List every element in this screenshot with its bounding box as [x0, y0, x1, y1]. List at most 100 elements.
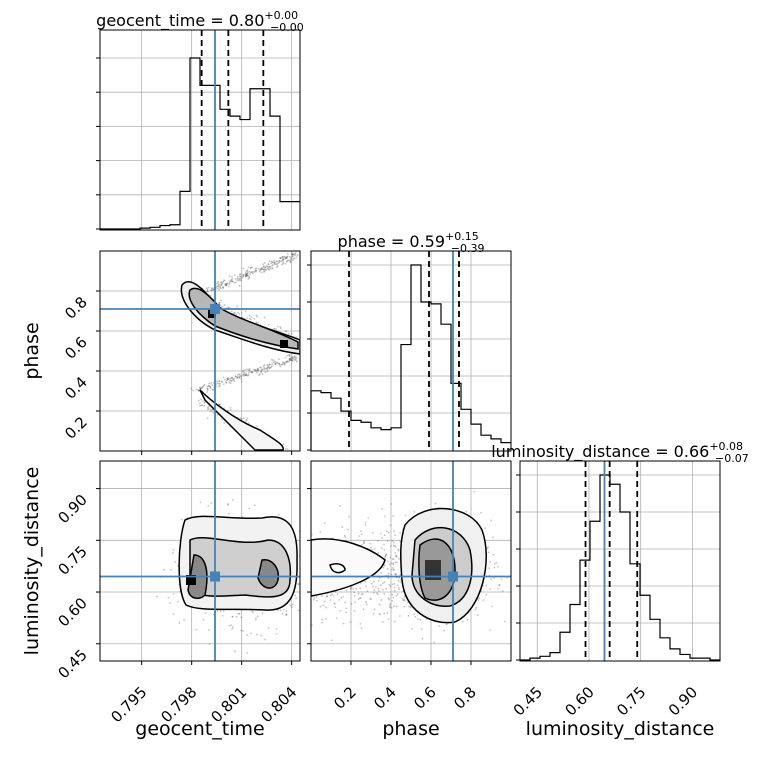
- sample-point: [218, 379, 221, 382]
- sample-point: [266, 368, 269, 371]
- x-tick-label: 0.4: [370, 683, 400, 713]
- sample-point: [278, 362, 280, 365]
- sample-point: [218, 288, 220, 291]
- sample-point: [380, 571, 382, 574]
- sample-point: [270, 262, 273, 265]
- axes-frame: [519, 460, 721, 662]
- sample-point: [263, 262, 266, 264]
- sample-point: [240, 279, 242, 282]
- scatter-panel-phase-luminosity_distance: [307, 460, 537, 665]
- sample-point: [231, 615, 234, 618]
- sample-point: [367, 517, 370, 519]
- sample-point: [330, 639, 333, 642]
- sample-point: [490, 605, 493, 608]
- sample-point: [313, 597, 316, 599]
- sample-point: [292, 259, 294, 261]
- sample-point: [284, 255, 287, 258]
- sample-point: [408, 605, 410, 608]
- sample-point: [255, 270, 258, 273]
- sample-point: [268, 260, 271, 263]
- sample-point: [222, 286, 224, 289]
- sample-point: [360, 530, 362, 533]
- sample-point: [239, 417, 242, 420]
- sample-point: [387, 618, 390, 621]
- sample-point: [245, 273, 248, 276]
- sample-point: [362, 542, 365, 545]
- sample-point: [280, 363, 283, 366]
- x-axis-title-phase: phase: [382, 718, 439, 740]
- sample-point: [535, 562, 537, 564]
- sample-point: [206, 386, 209, 388]
- sample-point: [279, 364, 281, 366]
- sample-point: [218, 302, 221, 305]
- sample-point: [392, 541, 395, 544]
- sample-point: [211, 388, 214, 391]
- sample-point: [274, 363, 277, 365]
- sample-point: [476, 614, 479, 616]
- x-axis-title-geocent_time: geocent_time: [135, 718, 264, 740]
- sample-point: [250, 610, 253, 612]
- sample-point: [490, 578, 492, 580]
- sample-point: [387, 597, 390, 600]
- sample-point: [388, 604, 391, 607]
- sample-point: [395, 555, 398, 558]
- sample-point: [391, 583, 394, 586]
- sample-point: [277, 262, 280, 264]
- sample-point: [339, 609, 342, 612]
- sample-point: [264, 371, 267, 374]
- sample-point: [292, 257, 295, 260]
- sample-point: [226, 377, 229, 380]
- sample-point: [217, 280, 220, 283]
- sample-point: [342, 622, 345, 625]
- sample-point: [535, 568, 537, 570]
- sample-point: [234, 281, 237, 284]
- sample-point: [393, 569, 395, 572]
- sample-point: [266, 367, 269, 370]
- sample-point: [497, 565, 499, 568]
- sample-point: [221, 282, 224, 285]
- sample-point: [273, 261, 276, 264]
- sample-point: [290, 258, 293, 261]
- sample-point: [498, 584, 500, 587]
- sample-point: [244, 275, 247, 278]
- sample-point: [263, 367, 266, 370]
- sample-point: [350, 602, 353, 605]
- sample-point: [246, 417, 249, 420]
- sample-point: [370, 582, 373, 585]
- sample-point: [219, 403, 222, 406]
- sample-point: [383, 592, 386, 595]
- sample-point: [260, 369, 263, 372]
- sample-point: [271, 264, 273, 267]
- sample-point: [276, 263, 279, 265]
- sample-point: [387, 577, 390, 580]
- sample-point: [223, 304, 226, 306]
- sample-point: [248, 277, 251, 279]
- sample-point: [279, 326, 282, 329]
- sample-point: [381, 588, 384, 591]
- sample-point: [287, 360, 290, 363]
- sample-point: [332, 594, 335, 597]
- sample-point: [211, 384, 214, 386]
- sample-point: [267, 263, 270, 266]
- y-tick-label: 0.45: [54, 646, 90, 682]
- sample-point: [238, 377, 241, 380]
- sample-point: [486, 547, 489, 550]
- sample-point: [397, 548, 400, 551]
- sample-point: [239, 273, 242, 276]
- sample-point: [225, 283, 228, 286]
- sample-point: [241, 373, 244, 376]
- sample-point: [266, 363, 269, 366]
- sample-point: [465, 510, 468, 513]
- sample-point: [244, 368, 246, 371]
- x-tick-label: 0.6: [410, 683, 440, 713]
- sample-point: [279, 609, 282, 612]
- sample-point: [392, 544, 395, 547]
- sample-point: [290, 359, 292, 361]
- sample-point: [284, 356, 287, 359]
- sample-point: [300, 349, 302, 351]
- sample-point: [242, 273, 244, 276]
- sample-point: [183, 619, 185, 621]
- truth-marker: [210, 571, 220, 582]
- sample-point: [306, 577, 308, 579]
- sample-point: [268, 366, 271, 369]
